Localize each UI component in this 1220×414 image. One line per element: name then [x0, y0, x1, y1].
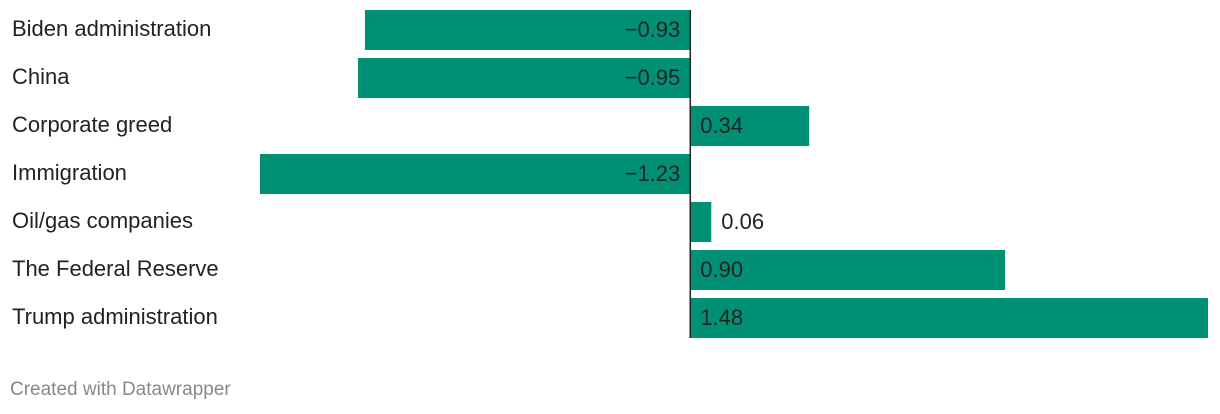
category-label: Trump administration — [12, 304, 218, 329]
category-label: China — [12, 64, 70, 89]
bar — [690, 106, 810, 146]
category-label: Oil/gas companies — [12, 208, 193, 233]
bar — [260, 154, 691, 194]
bar — [690, 298, 1208, 338]
value-label: −0.95 — [625, 65, 681, 90]
bar — [364, 10, 691, 50]
category-label: Biden administration — [12, 16, 211, 41]
category-label: Corporate greed — [12, 112, 172, 137]
value-label: 0.90 — [700, 257, 743, 282]
category-label: Immigration — [12, 160, 127, 185]
footer: Created with Datawrapper — [10, 379, 231, 400]
category-label: The Federal Reserve — [12, 256, 219, 281]
value-label: 0.34 — [700, 113, 743, 138]
value-label: 0.06 — [721, 209, 764, 234]
bar — [690, 250, 1006, 290]
value-label: −1.23 — [625, 161, 681, 186]
bar — [690, 202, 712, 242]
value-label: −0.93 — [625, 17, 681, 42]
bar — [357, 58, 691, 98]
value-label: 1.48 — [700, 305, 743, 330]
